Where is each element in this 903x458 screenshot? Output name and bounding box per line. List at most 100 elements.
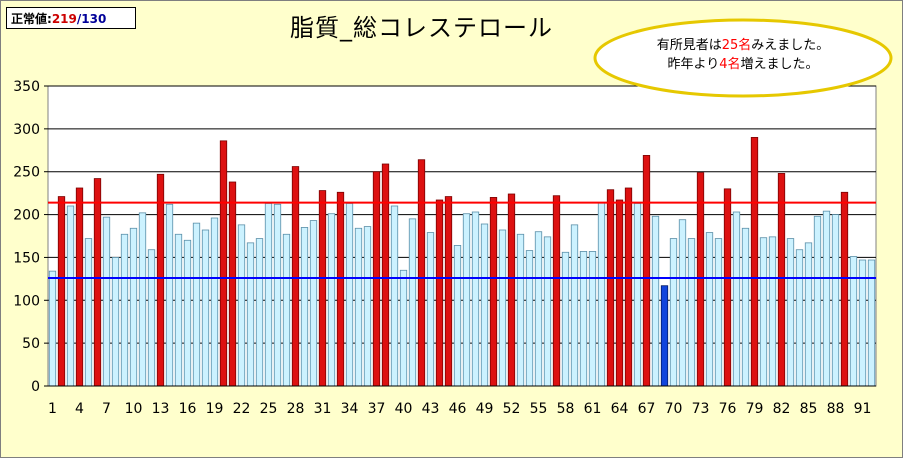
bar	[129, 227, 138, 387]
normal-range-low: 130	[81, 12, 107, 26]
bar	[705, 232, 714, 387]
bar	[426, 232, 435, 387]
y-tick-label: 150	[13, 250, 40, 266]
bar	[795, 249, 804, 387]
bar	[192, 222, 201, 387]
x-tick-label: 43	[422, 401, 440, 417]
bar	[525, 250, 534, 387]
x-tick-label: 31	[314, 401, 332, 417]
y-tick-label: 300	[13, 122, 40, 138]
bar	[354, 227, 363, 387]
y-tick-label: 200	[13, 208, 40, 224]
bar	[174, 233, 183, 387]
x-tick-label: 10	[125, 401, 143, 417]
bar	[516, 233, 525, 387]
bar	[165, 203, 174, 387]
bar	[678, 219, 687, 387]
bar	[102, 216, 111, 387]
bar	[633, 203, 642, 387]
bar	[399, 269, 408, 387]
x-tick-label: 67	[638, 401, 656, 417]
bar	[831, 214, 840, 387]
callout-line-2: 昨年より4名増えました。	[592, 55, 894, 74]
y-tick-label: 250	[13, 165, 40, 181]
x-tick-label: 16	[179, 401, 197, 417]
callout-line1-suffix: みえました。	[751, 38, 830, 53]
bar	[444, 196, 453, 387]
bar	[336, 191, 345, 387]
bar	[120, 233, 129, 387]
bar	[57, 196, 66, 387]
bar	[462, 213, 471, 387]
callout-text: 有所見者は25名みえました。 昨年より4名増えました。	[592, 36, 894, 74]
bar	[75, 187, 84, 387]
bar	[651, 215, 660, 387]
normal-range-high: 219	[51, 12, 77, 26]
bar	[291, 166, 300, 387]
x-tick-label: 58	[557, 401, 575, 417]
bar	[813, 215, 822, 387]
callout-ellipse	[593, 18, 893, 98]
x-tick-label: 13	[152, 401, 170, 417]
x-tick-label: 52	[503, 401, 521, 417]
x-tick-label: 64	[611, 401, 629, 417]
y-tick-label: 350	[13, 79, 40, 95]
bar	[147, 249, 156, 387]
x-tick-label: 73	[692, 401, 710, 417]
bar	[264, 203, 273, 387]
bar	[480, 223, 489, 387]
bar	[210, 217, 219, 387]
x-tick-label: 34	[341, 401, 359, 417]
x-tick-label: 4	[75, 401, 84, 417]
bar	[615, 199, 624, 387]
bar	[597, 202, 606, 387]
bar	[381, 163, 390, 387]
x-tick-label: 19	[206, 401, 224, 417]
chart-title: 脂質_総コレステロール	[290, 14, 553, 42]
bar	[84, 238, 93, 387]
x-tick-label: 37	[368, 401, 386, 417]
bar	[786, 238, 795, 387]
callout-count-total: 25名	[721, 38, 752, 53]
normal-range-box: 正常値:219/130	[6, 7, 136, 29]
bar	[435, 199, 444, 387]
bar	[417, 159, 426, 387]
x-tick-label: 49	[476, 401, 494, 417]
bar	[642, 155, 651, 387]
bar	[471, 211, 480, 387]
bar	[570, 224, 579, 387]
bar	[768, 236, 777, 387]
bar	[156, 173, 165, 387]
bar	[579, 251, 588, 387]
summary-callout: 有所見者は25名みえました。 昨年より4名増えました。	[592, 17, 894, 99]
bar	[363, 226, 372, 387]
x-tick-label: 40	[395, 401, 413, 417]
bar	[255, 238, 264, 387]
bar	[561, 251, 570, 387]
bar	[66, 205, 75, 387]
bar	[111, 257, 120, 387]
bar	[534, 231, 543, 387]
bar	[624, 187, 633, 387]
bar	[390, 205, 399, 387]
normal-range-label: 正常値:	[11, 12, 52, 26]
x-tick-label: 46	[449, 401, 467, 417]
normal-range-separator: /	[76, 12, 82, 26]
bar	[723, 188, 732, 387]
x-tick-label: 22	[233, 401, 251, 417]
bar	[840, 191, 849, 387]
bar	[489, 197, 498, 387]
bar	[48, 270, 57, 387]
bar	[93, 178, 102, 387]
bar	[552, 195, 561, 387]
bar	[732, 211, 741, 387]
bar	[246, 242, 255, 387]
y-tick-label: 50	[22, 336, 40, 352]
bar	[327, 213, 336, 387]
callout-count-increase: 4名	[719, 57, 741, 72]
bar	[507, 193, 516, 387]
bar	[714, 238, 723, 387]
bar	[318, 190, 327, 387]
x-tick-label: 61	[584, 401, 602, 417]
